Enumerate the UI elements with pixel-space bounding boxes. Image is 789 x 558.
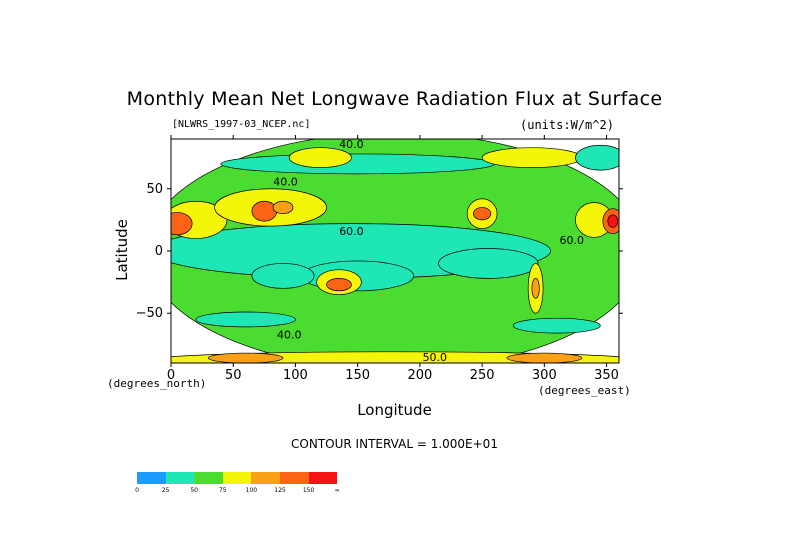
y-unit-note: (degrees_north) [107, 377, 207, 390]
contour-region-6 [195, 311, 296, 328]
contour-label-2: 60.0 [339, 225, 364, 238]
contour-region-26 [481, 147, 583, 168]
contour-region-9 [171, 212, 193, 236]
contour-label-4: 40.0 [277, 328, 302, 341]
colorbar-level-0: 0 [135, 487, 139, 494]
colorbar [137, 472, 338, 484]
colorbar-level-7: ∞ [334, 487, 340, 494]
x-tick-label-350: 350 [594, 368, 619, 383]
contour-region-12 [272, 200, 294, 215]
contour-region-14 [326, 278, 352, 292]
y-axis-label: Latitude [113, 219, 131, 281]
colorbar-swatch-0 [137, 472, 166, 484]
x-axis-label: Longitude [357, 401, 432, 419]
chart-title: Monthly Mean Net Longwave Radiation Flux… [126, 88, 663, 110]
x-unit-note: (degrees_east) [538, 384, 631, 397]
dataset-filename: [NLWRS_1997-03_NCEP.nc] [172, 119, 311, 130]
contour-region-24 [506, 352, 583, 363]
units-label: (units:W/m^2) [520, 118, 614, 132]
contour-region-11 [251, 200, 278, 222]
contour-region-23 [207, 352, 284, 363]
colorbar-swatch-3 [222, 472, 252, 484]
colorbar-level-3: 75 [218, 487, 227, 494]
contour-region-3 [438, 248, 539, 279]
y-tick-label-50: 50 [146, 182, 163, 197]
x-tick-label-300: 300 [532, 368, 557, 383]
contour-interval: CONTOUR INTERVAL = 1.000E+01 [291, 437, 498, 451]
contour-region-25 [288, 147, 352, 168]
colorbar-level-2: 50 [190, 487, 199, 494]
colorbar-swatch-4 [251, 472, 280, 484]
x-tick-label-50: 50 [225, 368, 242, 383]
x-tick-label-150: 150 [345, 368, 370, 383]
contour-region-21 [607, 214, 619, 228]
x-tick-label-0: 0 [167, 368, 175, 383]
x-tick-label-200: 200 [407, 368, 432, 383]
colorbar-swatch-6 [308, 472, 338, 484]
contour-region-5 [220, 153, 495, 175]
colorbar-level-6: 150 [302, 487, 315, 494]
field-layer [171, 139, 619, 363]
contour-region-18 [531, 278, 540, 299]
contour-region-7 [512, 317, 601, 334]
y-tick-label--50: −50 [136, 306, 163, 321]
contour-region-16 [473, 207, 492, 221]
y-tick-label-0: 0 [155, 244, 163, 259]
colorbar-labels: 0 25 50 75 100 125 150 ∞ [135, 487, 340, 497]
contour-region-22 [171, 351, 619, 363]
contour-region-27 [575, 144, 619, 171]
contour-label-1: 40.0 [273, 175, 298, 188]
colorbar-level-1: 25 [161, 487, 170, 494]
x-tick-label-250: 250 [470, 368, 495, 383]
contour-label-3: 60.0 [559, 234, 584, 247]
x-tick-label-100: 100 [283, 368, 308, 383]
contour-label-0: 40.0 [339, 138, 364, 151]
colorbar-swatch-5 [279, 472, 309, 484]
colorbar-swatch-2 [194, 472, 223, 484]
contour-region-4 [251, 263, 315, 289]
contour-label-5: 50.0 [423, 351, 448, 364]
colorbar-swatch-1 [165, 472, 195, 484]
colorbar-level-5: 125 [274, 487, 286, 494]
colorbar-level-4: 100 [245, 487, 258, 494]
